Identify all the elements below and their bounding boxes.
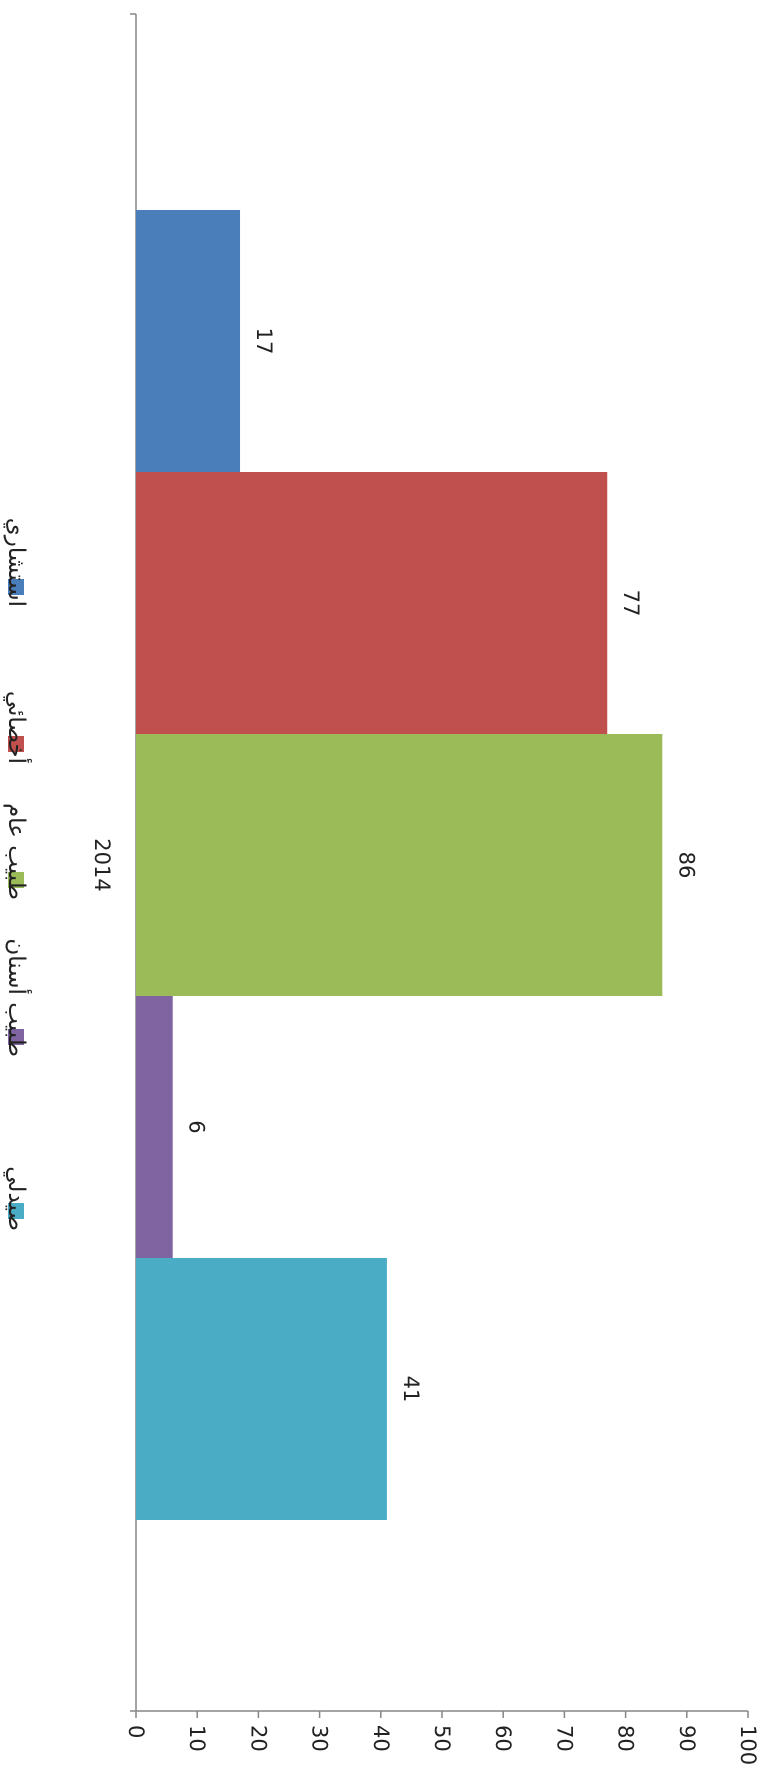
value-axis-tick-label: 10 bbox=[185, 1725, 209, 1752]
chart-axes: 0 10 20 30 40 50 60 70 80 90 100 2014 bbox=[90, 13, 760, 1765]
data-label: 41 bbox=[399, 1376, 423, 1403]
value-axis-tick-label: 60 bbox=[491, 1725, 515, 1752]
legend-label: طبيب أسنان bbox=[3, 938, 32, 1057]
legend-swatch bbox=[8, 736, 24, 752]
bar bbox=[136, 1258, 387, 1520]
legend-swatch bbox=[8, 872, 24, 888]
legend-label: أخصائي bbox=[3, 691, 32, 764]
data-label: 6 bbox=[185, 1120, 209, 1133]
bar bbox=[136, 472, 608, 734]
value-axis-tick-label: 100 bbox=[736, 1725, 760, 1765]
bar bbox=[136, 210, 241, 472]
value-axis-tick-label: 90 bbox=[675, 1725, 699, 1752]
category-label: 2014 bbox=[90, 838, 114, 891]
legend-label: طبيب عام bbox=[3, 803, 29, 900]
bar bbox=[136, 734, 663, 996]
bar bbox=[136, 996, 173, 1258]
value-axis-tick-label: 70 bbox=[552, 1725, 576, 1752]
legend-swatch bbox=[8, 1029, 24, 1045]
value-axis-tick-label: 0 bbox=[124, 1725, 148, 1738]
legend-swatch bbox=[8, 579, 24, 595]
legend-label: استشاري bbox=[3, 518, 29, 607]
value-axis-tick-label: 80 bbox=[614, 1725, 638, 1752]
legend-label: صيدلي bbox=[3, 1166, 29, 1231]
legend-swatch bbox=[8, 1203, 24, 1219]
data-label: 86 bbox=[674, 852, 698, 879]
value-axis-tick-label: 50 bbox=[430, 1725, 454, 1752]
value-axis-tick-label: 20 bbox=[246, 1725, 270, 1752]
data-labels: 17 77 86 6 41 bbox=[185, 328, 699, 1403]
value-axis-tick-label: 40 bbox=[369, 1725, 393, 1752]
data-label: 77 bbox=[619, 590, 643, 617]
bars bbox=[136, 210, 663, 1520]
value-axis-tick-label: 30 bbox=[308, 1725, 332, 1752]
legend: استشاري أخصائي طبيب عام طبيب أسنان صيدلي bbox=[3, 518, 32, 1231]
data-label: 17 bbox=[252, 328, 276, 355]
